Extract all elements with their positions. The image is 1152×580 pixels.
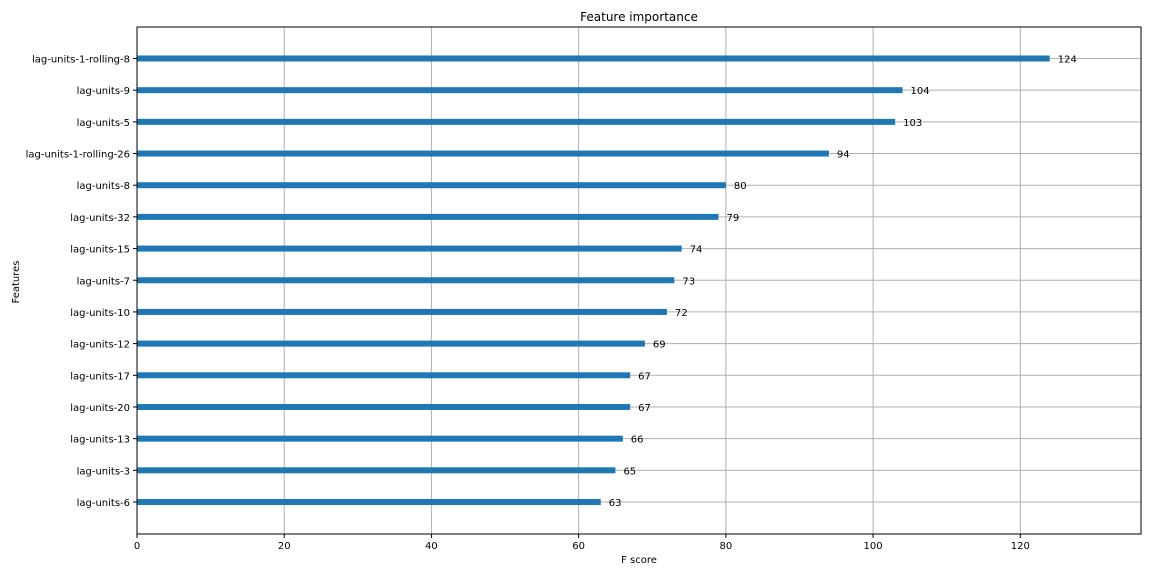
bars-layer	[137, 55, 1050, 505]
y-tick-label: lag-units-32	[70, 213, 130, 224]
bar-value-label: 79	[726, 213, 739, 224]
bar	[137, 372, 631, 379]
x-tick-label: 20	[278, 541, 291, 552]
y-tick-label: lag-units-6	[77, 498, 130, 509]
y-tick-label: lag-units-1-rolling-8	[32, 55, 130, 66]
plot-frame	[136, 26, 1142, 535]
bar	[137, 87, 903, 94]
bar	[137, 118, 896, 125]
x-tick-label: 80	[719, 541, 732, 552]
y-tick-label: lag-units-7	[77, 276, 130, 287]
y-tick-label: lag-units-5	[77, 118, 130, 129]
x-tick-label: 60	[572, 541, 585, 552]
y-tick-label: lag-units-12	[70, 340, 130, 351]
bar-value-label: 69	[653, 340, 666, 351]
labels-layer: 124 104 103 94 80 79 74 73 72 69 67 67 66 65 63	[609, 55, 1077, 510]
bar-value-label: 74	[690, 245, 703, 256]
x-tick-label: 0	[134, 541, 140, 552]
bar-value-label: 67	[638, 403, 651, 414]
bar	[137, 467, 616, 474]
bar-value-label: 80	[734, 181, 747, 192]
x-tick-label: 120	[1011, 541, 1030, 552]
bar	[137, 308, 667, 315]
bar	[137, 182, 726, 189]
bar-value-label: 63	[609, 498, 622, 509]
y-tick-label: lag-units-15	[70, 245, 130, 256]
bar	[137, 150, 829, 157]
y-tick-label: lag-units-17	[70, 371, 130, 382]
bar-value-label: 124	[1058, 55, 1077, 66]
y-tick-label: lag-units-13	[70, 435, 130, 446]
ticks-layer: lag-units-1-rolling-8 lag-units-9 lag-unit…	[26, 55, 1030, 553]
bar-value-label: 103	[903, 118, 922, 129]
bar	[137, 245, 682, 252]
bar	[137, 277, 675, 284]
bar-value-label: 72	[675, 308, 688, 319]
y-tick-label: lag-units-9	[77, 86, 130, 97]
bar	[137, 403, 631, 410]
y-axis-label: Features	[11, 261, 22, 304]
y-tick-label: lag-units-3	[77, 466, 130, 477]
bar-value-label: 67	[638, 371, 651, 382]
bar-value-label: 65	[623, 466, 636, 477]
chart-title: Feature importance	[580, 10, 698, 24]
bar	[137, 435, 623, 442]
x-tick-label: 40	[425, 541, 438, 552]
x-axis-label: F score	[621, 555, 657, 566]
y-tick-label: lag-units-10	[70, 308, 130, 319]
bar	[137, 55, 1050, 62]
y-tick-label: lag-units-20	[70, 403, 130, 414]
bar	[137, 340, 645, 347]
bar-value-label: 66	[631, 435, 644, 446]
bar-value-label: 104	[911, 86, 930, 97]
bar	[137, 499, 601, 505]
bar	[137, 213, 719, 220]
y-tick-label: lag-units-1-rolling-26	[26, 150, 130, 161]
bar-value-label: 73	[682, 276, 695, 287]
x-tick-label: 100	[864, 541, 883, 552]
y-tick-label: lag-units-8	[77, 181, 130, 192]
bar-value-label: 94	[837, 150, 850, 161]
